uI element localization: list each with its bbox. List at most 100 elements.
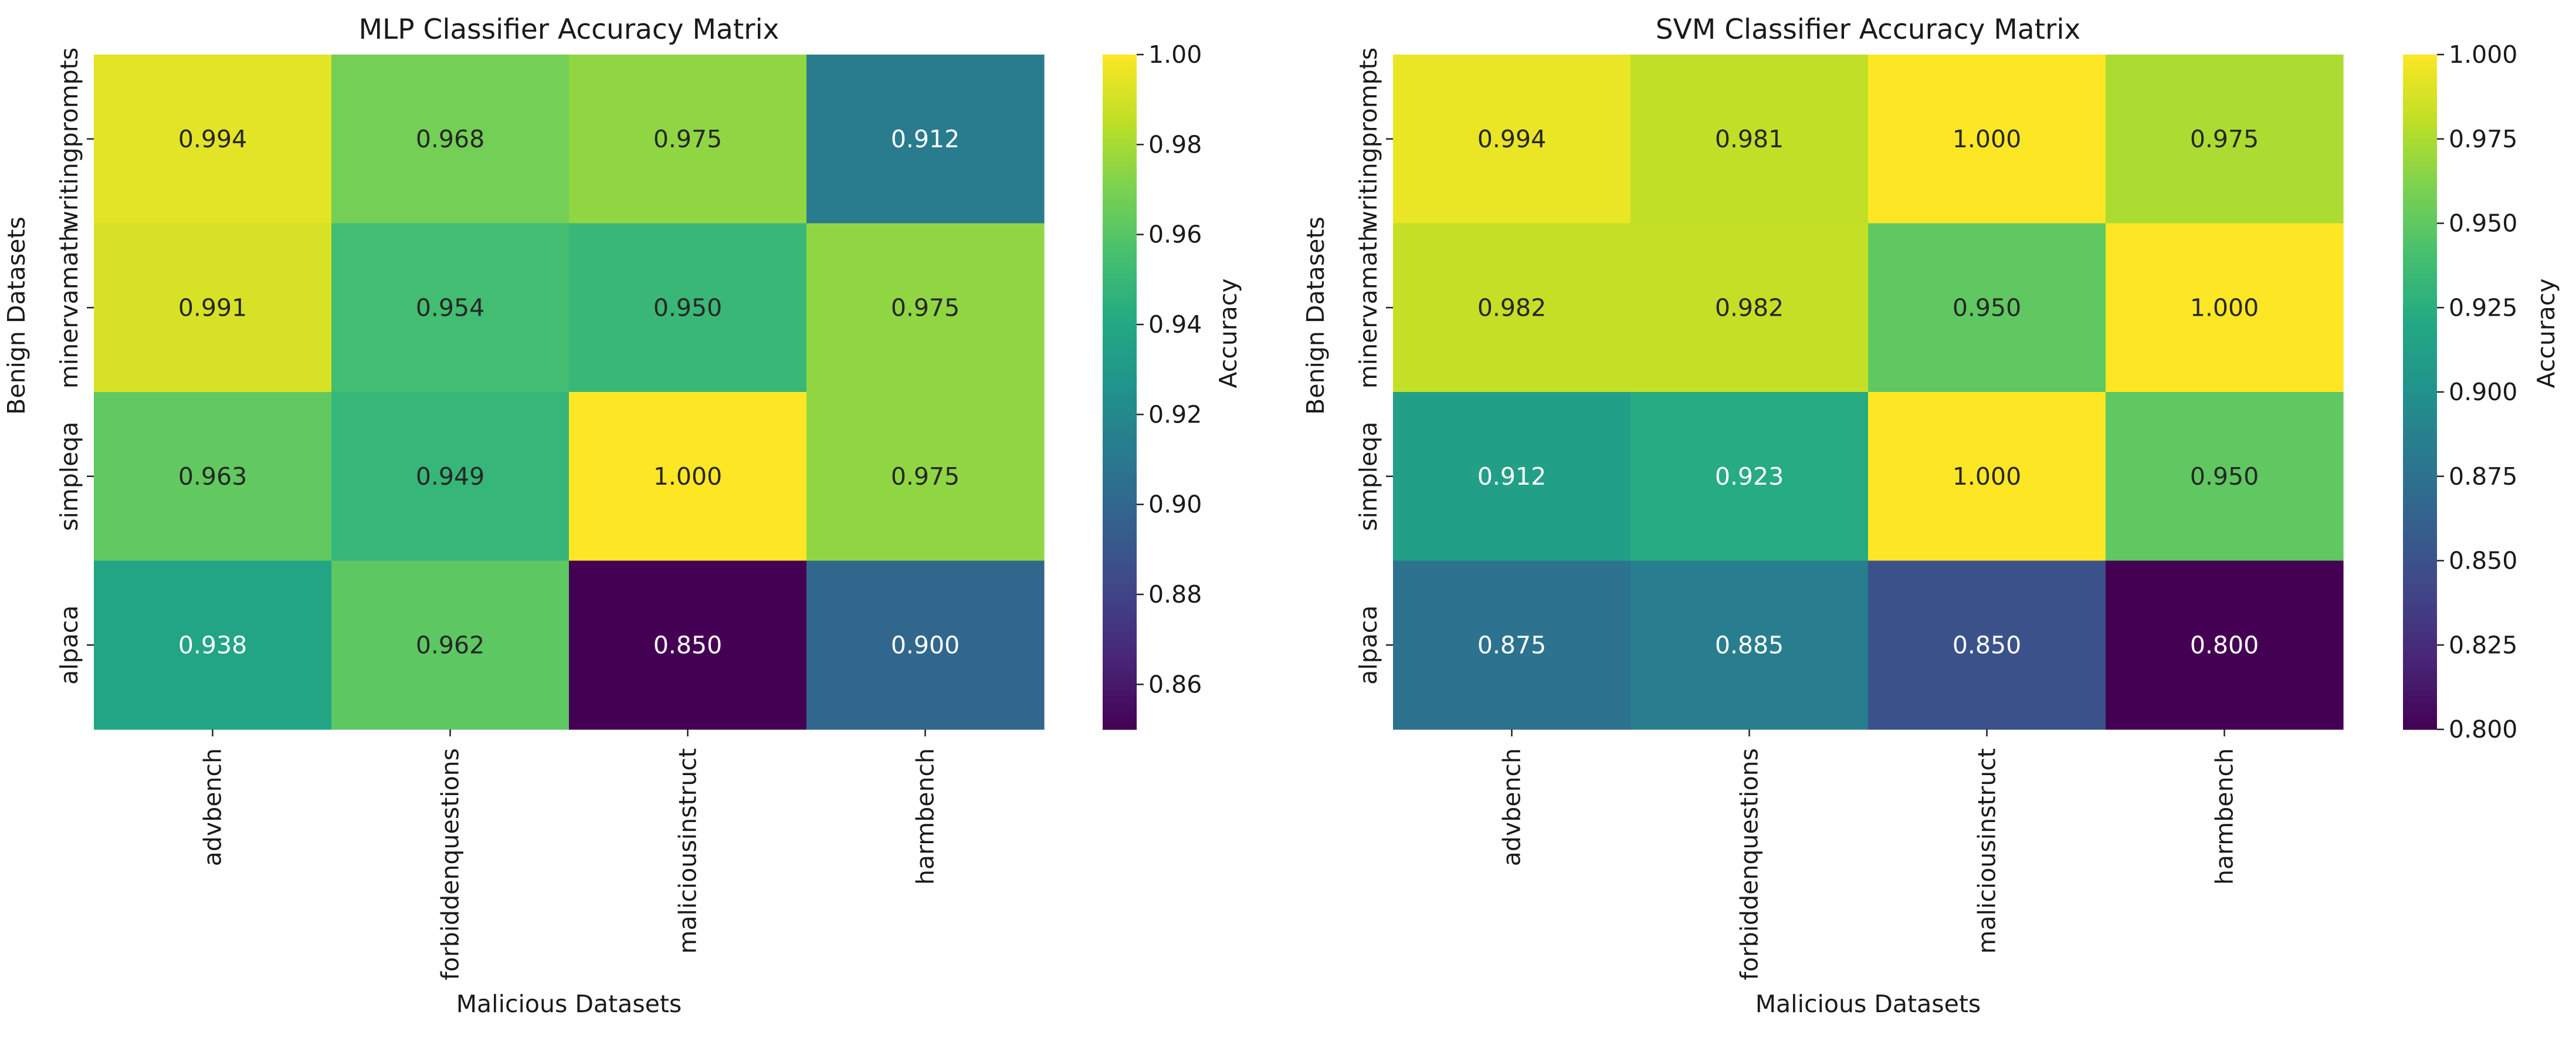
colorbar-segment [1103,689,1137,696]
colorbar-segment [1103,380,1137,387]
heatmap-cell [1868,392,2106,562]
colorbar-segment [1103,504,1137,511]
colorbar-segment [2403,234,2437,241]
colorbar-segment [2403,437,2437,444]
colorbar-segment [2403,487,2437,494]
colorbar-segment [1103,617,1137,623]
colorbar-segment [2403,706,2437,714]
colorbar-segment [2403,245,2437,252]
colorbar-segment [2403,201,2437,207]
colorbar-segment [2403,82,2437,89]
colorbar-segment [1103,173,1137,179]
colorbar-segment [2403,94,2437,100]
colorbar-segment [2403,712,2437,719]
heatmap-cell [806,560,1045,730]
colorbar-segment [2403,504,2437,511]
x-tick-label: forbiddenquestions [1736,748,1764,980]
colorbar-tick-label: 0.98 [1148,130,1202,158]
colorbar-segment [1103,493,1137,499]
colorbar-segment [2403,268,2437,275]
cell-value-label: 0.982 [1477,293,1546,322]
cell-value-label: 0.950 [1953,293,2021,322]
colorbar-segment [2403,71,2437,78]
colorbar-segment [1103,499,1137,505]
heatmap-cell [94,223,332,393]
colorbar-segment [2403,161,2437,168]
colorbar-segment [1103,723,1137,730]
colorbar-segment [1103,482,1137,488]
colorbar-segment [2403,206,2437,213]
cell-value-label: 0.975 [2190,125,2259,153]
cell-value-label: 0.800 [2190,631,2259,659]
colorbar-segment [1103,662,1137,668]
colorbar-segment [1103,99,1137,106]
colorbar-segment [2403,116,2437,123]
cell-value-label: 0.950 [653,293,722,322]
colorbar-segment [1103,133,1137,140]
colorbar-segment [2403,285,2437,292]
colorbar-segment [1103,397,1137,404]
colorbar-segment [1103,408,1137,415]
colorbar-segment [1103,330,1137,336]
colorbar-segment [2403,718,2437,725]
y-tick-label: alpaca [1354,606,1382,685]
colorbar-segment [2403,527,2437,533]
colorbar-segment [1103,341,1137,348]
colorbar-segment [1103,324,1137,331]
colorbar-segment [1103,543,1137,550]
colorbar-segment [1103,521,1137,528]
colorbar-segment [2403,442,2437,449]
colorbar-segment [2403,212,2437,218]
colorbar-segment [2403,493,2437,499]
cell-value-label: 0.968 [416,125,484,153]
colorbar-segment [1103,167,1137,174]
cell-value-label: 0.962 [416,631,484,659]
colorbar-segment [1103,532,1137,539]
colorbar-segment [1103,392,1137,398]
colorbar-segment [2403,386,2437,393]
colorbar-segment [1103,634,1137,640]
colorbar-segment [1103,701,1137,708]
chart-title: SVM Classifier Accuracy Matrix [1656,13,2080,46]
colorbar-segment [2403,622,2437,629]
colorbar-segment [2403,549,2437,556]
colorbar-segment [2403,375,2437,381]
colorbar-segment [2403,606,2437,612]
colorbar-segment [2403,319,2437,325]
colorbar-segment [2403,190,2437,196]
cell-value-label: 0.994 [178,125,247,153]
colorbar-segment [2403,217,2437,224]
colorbar-segment [1103,706,1137,714]
cell-value-label: 0.975 [653,125,722,153]
colorbar-segment [1103,606,1137,612]
colorbar-segment [2403,662,2437,668]
colorbar-segment [1103,66,1137,72]
colorbar-segment [1103,712,1137,719]
colorbar-segment [1103,77,1137,83]
colorbar-tick-label: 1.00 [1148,40,1202,69]
colorbar-segment [2403,60,2437,66]
colorbar-segment [2403,510,2437,516]
heatmap-cell [569,560,807,730]
colorbar-tick-label: 0.825 [2449,631,2517,659]
colorbar-segment [1103,431,1137,438]
colorbar-tick-label: 0.950 [2449,209,2517,238]
colorbar-segment [2403,459,2437,466]
heatmap-cell [2106,55,2344,224]
colorbar-segment [1103,645,1137,651]
colorbar-segment [2403,302,2437,309]
heatmap-cell [331,392,570,562]
colorbar-segment [2403,307,2437,314]
colorbar-segment [1103,549,1137,556]
colorbar-segment [2403,628,2437,634]
colorbar-segment [1103,583,1137,590]
cell-value-label: 0.949 [416,462,484,491]
colorbar-segment [1103,471,1137,477]
colorbar-segment [1103,240,1137,246]
colorbar-segment [2403,330,2437,336]
y-tick-label: writingprompts [1354,48,1382,231]
colorbar-segment [2403,173,2437,179]
colorbar-segment [1103,313,1137,320]
cell-value-label: 0.875 [1477,631,1546,659]
